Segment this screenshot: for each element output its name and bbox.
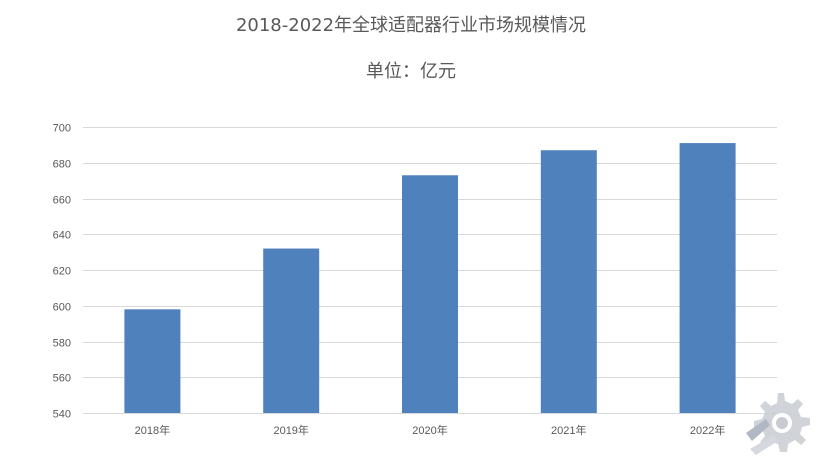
gear-logo-icon: [746, 393, 810, 455]
x-tick-label: 2022年: [690, 423, 725, 437]
x-tick-label: 2019年: [273, 423, 308, 437]
y-tick-label: 680: [53, 159, 71, 171]
bars: [124, 143, 736, 414]
y-tick-label: 620: [53, 266, 71, 278]
y-axis-ticks: 540 560 580 600 620 640 660 680 700: [53, 123, 71, 421]
y-tick-label: 560: [53, 373, 71, 385]
bar: [263, 248, 320, 413]
y-tick-label: 600: [53, 302, 71, 314]
y-tick-label: 660: [53, 195, 71, 207]
x-tick-label: 2021年: [551, 423, 586, 437]
x-tick-label: 2020年: [412, 423, 447, 437]
bar: [540, 150, 597, 414]
chart-title: 2018-2022年全球适配器行业市场规模情况: [235, 15, 587, 36]
bar: [124, 309, 181, 413]
y-tick-label: 580: [53, 338, 71, 350]
chart-subtitle: 单位：亿元: [366, 61, 456, 82]
y-tick-label: 700: [53, 123, 71, 135]
bar: [679, 143, 736, 413]
x-tick-label: 2018年: [135, 423, 170, 437]
y-tick-label: 640: [53, 230, 71, 242]
x-axis-ticks: 2018年 2019年 2020年 2021年 2022年: [135, 423, 726, 437]
y-tick-label: 540: [53, 409, 71, 421]
bar: [402, 175, 458, 413]
